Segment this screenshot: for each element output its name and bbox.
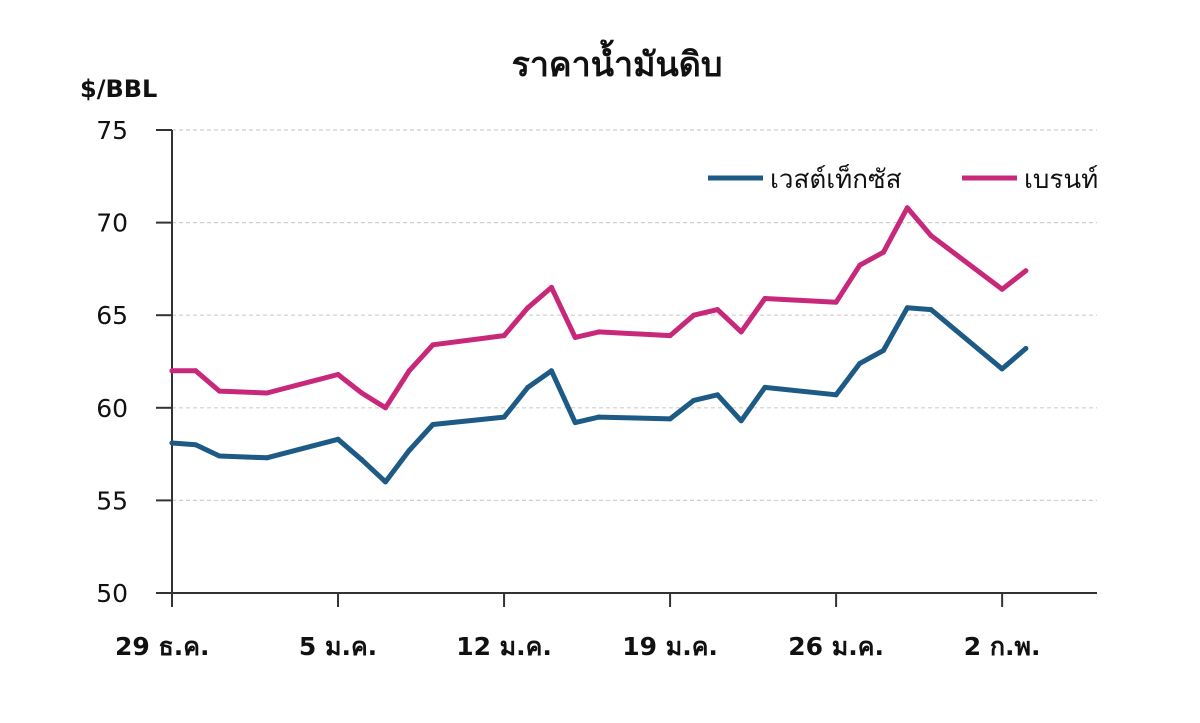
data-point [216, 453, 222, 459]
x-tick-label: 5 ม.ค. [299, 632, 377, 661]
legend-label: เวสต์เท็กซัส [770, 163, 902, 195]
data-point [881, 249, 887, 255]
data-point [596, 414, 602, 420]
data-point [596, 329, 602, 335]
x-tick-label: 29 ธ.ค. [115, 632, 209, 661]
data-point [999, 366, 1005, 372]
data-point [382, 405, 388, 411]
x-tick-label: 2 ก.พ. [964, 632, 1041, 661]
data-point [715, 307, 721, 313]
data-point [1023, 346, 1029, 352]
y-tick-label: 50 [96, 579, 128, 608]
data-point [833, 299, 839, 305]
data-point [359, 390, 365, 396]
data-point [406, 368, 412, 374]
x-tick-label: 19 ม.ค. [622, 632, 718, 661]
data-point [572, 334, 578, 340]
x-tick-label: 12 ม.ค. [456, 632, 552, 661]
y-tick-label: 70 [96, 209, 128, 238]
data-point [548, 284, 554, 290]
data-point [762, 296, 768, 302]
x-tick-label: 26 ม.ค. [788, 632, 884, 661]
data-point [738, 329, 744, 335]
data-point [762, 384, 768, 390]
data-point [193, 442, 199, 448]
data-point [667, 333, 673, 339]
data-point [857, 262, 863, 268]
data-point [548, 368, 554, 374]
data-point [169, 368, 175, 374]
data-point [691, 397, 697, 403]
data-point [335, 436, 341, 442]
data-point [359, 457, 365, 463]
data-point [430, 342, 436, 348]
data-point [335, 371, 341, 377]
y-tick-label: 60 [96, 394, 128, 423]
data-point [525, 305, 531, 311]
data-point [928, 307, 934, 313]
data-point [264, 390, 270, 396]
chart-title: ราคาน้ำมันดิบ [512, 39, 723, 85]
data-point [833, 392, 839, 398]
data-point [406, 447, 412, 453]
data-point [169, 440, 175, 446]
y-tick-label: 65 [96, 301, 128, 330]
data-point [881, 347, 887, 353]
legend-label: เบรนท์ [1024, 165, 1098, 195]
data-point [1023, 268, 1029, 274]
data-point [999, 286, 1005, 292]
data-point [667, 416, 673, 422]
series-line-brent [169, 205, 1029, 411]
data-point [857, 360, 863, 366]
data-point [264, 455, 270, 461]
y-axis-label: $/BBL [80, 75, 157, 103]
data-point [904, 205, 910, 211]
data-point [715, 392, 721, 398]
y-tick-label: 75 [96, 116, 128, 145]
data-point [193, 368, 199, 374]
data-point [928, 233, 934, 239]
data-point [501, 414, 507, 420]
data-point [525, 384, 531, 390]
data-point [691, 312, 697, 318]
data-point [501, 333, 507, 339]
data-point [382, 479, 388, 485]
data-point [430, 421, 436, 427]
y-tick-label: 55 [96, 486, 128, 515]
data-point [216, 388, 222, 394]
data-point [738, 418, 744, 424]
data-point [904, 305, 910, 311]
data-point [572, 420, 578, 426]
series-line-wti [169, 305, 1029, 485]
